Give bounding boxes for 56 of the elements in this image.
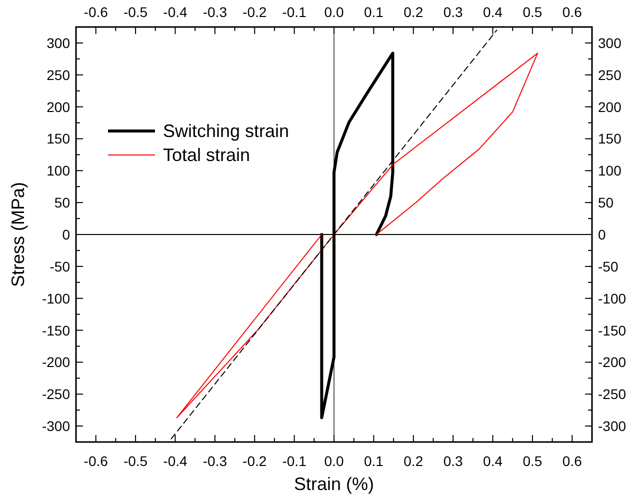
- x-tick-label: -0.5: [123, 4, 148, 20]
- y2-tick-label: 150: [598, 130, 622, 147]
- y2-tick-label: -50: [598, 258, 618, 274]
- x2-tick-label: 0.2: [404, 453, 424, 469]
- x2-tick-label: -0.2: [242, 453, 267, 469]
- y2-tick-label: -250: [598, 386, 626, 402]
- legend-label: Switching strain: [163, 121, 290, 141]
- y2-tick-label: 300: [598, 34, 622, 51]
- x-tick-label: 0.1: [364, 4, 384, 20]
- y2-tick-label: 50: [598, 194, 614, 211]
- x-tick-label: -0.4: [163, 4, 188, 20]
- y-tick-label: 200: [46, 98, 70, 115]
- y-tick-label: 250: [46, 66, 70, 83]
- y-tick-label: -200: [42, 354, 70, 370]
- x2-tick-label: -0.1: [282, 453, 307, 469]
- y2-tick-label: -150: [598, 322, 626, 338]
- y-tick-label: -50: [50, 258, 70, 274]
- x-tick-label: 0.0: [324, 4, 344, 20]
- x2-tick-label: -0.6: [84, 453, 108, 469]
- y2-tick-label: 200: [598, 98, 622, 115]
- y2-tick-label: 250: [598, 66, 622, 83]
- x-tick-label: 0.3: [443, 4, 464, 20]
- x2-tick-label: 0.3: [443, 453, 464, 469]
- legend-label: Total strain: [163, 145, 250, 165]
- y-tick-label: 150: [46, 130, 70, 147]
- x2-tick-label: 0.1: [364, 453, 384, 469]
- x-tick-label: -0.3: [202, 4, 228, 20]
- y-tick-label: -100: [42, 290, 70, 306]
- x-axis-title: Strain (%): [294, 474, 374, 494]
- y2-tick-label: 0: [598, 226, 606, 242]
- x2-tick-label: 0.5: [522, 453, 542, 469]
- y-tick-label: 300: [46, 34, 70, 51]
- x2-tick-label: 0.6: [562, 453, 582, 469]
- y-tick-label: -250: [42, 386, 70, 402]
- y-tick-label: 0: [62, 226, 70, 242]
- x2-tick-label: -0.5: [123, 453, 148, 469]
- y2-tick-label: -300: [598, 418, 626, 434]
- y2-tick-label: 100: [598, 162, 622, 179]
- y-tick-label: 100: [46, 162, 70, 179]
- y2-tick-label: -200: [598, 354, 626, 370]
- x2-tick-label: 0.0: [324, 453, 344, 469]
- y2-tick-label: -100: [598, 290, 626, 306]
- y-tick-label: 50: [54, 194, 70, 211]
- y-axis-title: Stress (MPa): [8, 182, 28, 288]
- x2-tick-label: -0.3: [202, 453, 228, 469]
- y-tick-label: -150: [42, 322, 70, 338]
- x-tick-label: -0.2: [242, 4, 267, 20]
- x2-tick-label: 0.4: [483, 453, 503, 469]
- x2-tick-label: -0.4: [163, 453, 188, 469]
- x-tick-label: -0.6: [84, 4, 108, 20]
- x-tick-label: -0.1: [282, 4, 307, 20]
- x-tick-label: 0.5: [522, 4, 542, 20]
- x-tick-label: 0.6: [562, 4, 582, 20]
- y-tick-label: -300: [42, 418, 70, 434]
- x-tick-label: 0.4: [483, 4, 503, 20]
- x-tick-label: 0.2: [404, 4, 424, 20]
